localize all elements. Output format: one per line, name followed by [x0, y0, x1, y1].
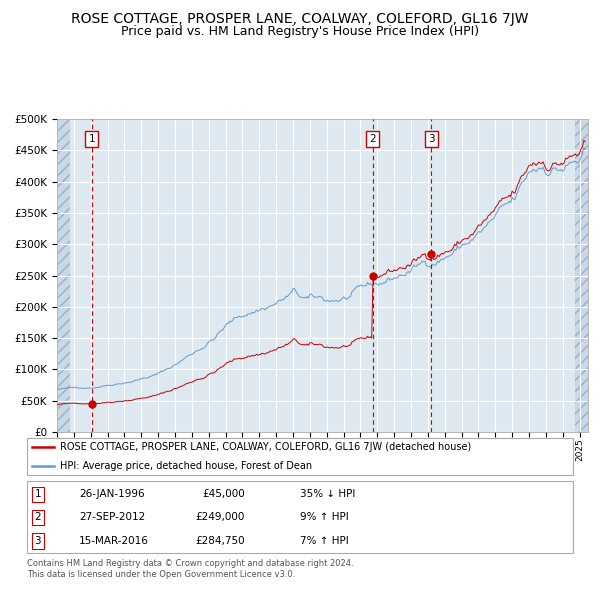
FancyBboxPatch shape	[27, 481, 573, 553]
Text: 26-JAN-1996: 26-JAN-1996	[79, 490, 145, 499]
Text: Price paid vs. HM Land Registry's House Price Index (HPI): Price paid vs. HM Land Registry's House …	[121, 25, 479, 38]
Text: HPI: Average price, detached house, Forest of Dean: HPI: Average price, detached house, Fore…	[60, 461, 312, 471]
Text: 7% ↑ HPI: 7% ↑ HPI	[300, 536, 349, 546]
Text: ROSE COTTAGE, PROSPER LANE, COALWAY, COLEFORD, GL16 7JW (detached house): ROSE COTTAGE, PROSPER LANE, COALWAY, COL…	[60, 442, 471, 453]
Text: £249,000: £249,000	[196, 513, 245, 522]
Text: 9% ↑ HPI: 9% ↑ HPI	[300, 513, 349, 522]
Text: ROSE COTTAGE, PROSPER LANE, COALWAY, COLEFORD, GL16 7JW: ROSE COTTAGE, PROSPER LANE, COALWAY, COL…	[71, 12, 529, 26]
Bar	[575, 119, 588, 432]
FancyBboxPatch shape	[27, 438, 573, 475]
Text: 35% ↓ HPI: 35% ↓ HPI	[300, 490, 355, 499]
Text: 27-SEP-2012: 27-SEP-2012	[79, 513, 145, 522]
Text: £45,000: £45,000	[202, 490, 245, 499]
Text: 1: 1	[34, 490, 41, 499]
Text: 1: 1	[89, 134, 95, 144]
Text: Contains HM Land Registry data © Crown copyright and database right 2024.
This d: Contains HM Land Registry data © Crown c…	[27, 559, 353, 579]
Text: £284,750: £284,750	[195, 536, 245, 546]
Text: 2: 2	[370, 134, 376, 144]
Text: 3: 3	[428, 134, 435, 144]
Text: 2: 2	[34, 513, 41, 522]
Text: 15-MAR-2016: 15-MAR-2016	[79, 536, 149, 546]
Bar	[57, 119, 70, 432]
Text: 3: 3	[34, 536, 41, 546]
